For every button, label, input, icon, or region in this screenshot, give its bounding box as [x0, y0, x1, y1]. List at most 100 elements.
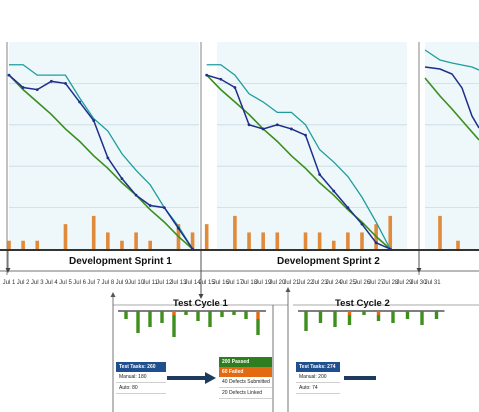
date-tick-label: Jul 28 — [382, 280, 399, 286]
date-axis: Jul 1 Jul 2 Jul 3 Jul 4 Jul 5 Jul 6 Jul 7 Jul 8… — [0, 280, 479, 294]
cycle-1-passed-bar — [148, 311, 152, 327]
date-tick-label: Jul 29 — [396, 280, 413, 286]
sprint-1-actual-point — [78, 100, 81, 104]
end-arrow-head — [416, 268, 422, 273]
cycle-2-passed-bar — [420, 311, 424, 325]
sprint-1-actual-point — [35, 88, 39, 92]
sprint-1-actual-point — [21, 86, 25, 89]
date-tick-label: Jul 25 — [339, 280, 356, 286]
cycle-2-passed-bar — [434, 311, 439, 319]
cycle-1-defects-linked: 20 Defects Linked — [219, 388, 272, 399]
plot-panel-1 — [9, 42, 199, 249]
sprint-1-defect-bar — [190, 232, 195, 249]
baseline — [0, 249, 479, 251]
sprint-2-defect-bar — [275, 232, 280, 249]
sprint-2-actual-point — [332, 189, 336, 193]
sprint-1-actual-point — [134, 193, 138, 197]
sprint-2-scope-line — [206, 64, 391, 250]
cycle-2-passed-bar — [333, 311, 337, 327]
date-tick-label: Jul 22 — [297, 280, 314, 286]
sprint-1-defect-bar — [63, 224, 68, 249]
sprint-3-actual-line — [424, 66, 479, 129]
sprint-2-actual-point — [261, 127, 265, 131]
sprint-2-defect-bar — [346, 232, 350, 249]
date-tick-label: Jul 12 — [156, 280, 173, 286]
date-tick-label: Jul 27 — [368, 280, 385, 286]
cycle-2-test-tasks: Test Tasks: 274 — [296, 362, 340, 372]
sprint-1-actual-point — [64, 82, 67, 85]
cycle-1-results-box: 200 Passed 60 Failed 40 Defects Submitte… — [219, 357, 272, 399]
date-tick-label: Jul 2 — [16, 280, 30, 286]
sprint-2-defect-bar — [204, 224, 209, 249]
date-tick-label: Jul 17 — [226, 280, 243, 286]
sprint-1-defect-bar — [106, 232, 110, 249]
cycle-1-flow-arrow-head — [205, 372, 216, 384]
cycle-1-passed-bar — [220, 311, 224, 317]
test-cycle-1-label: Test Cycle 1 — [173, 298, 228, 309]
date-tick-label: Jul 18 — [241, 280, 258, 286]
cycle-2-auto: Auto: 74 — [296, 383, 340, 394]
sprint-1-actual-point — [7, 73, 11, 77]
date-tick-label: Jul 11 — [142, 280, 158, 286]
sprint-1-ideal-line — [8, 74, 194, 250]
date-tick-label: Jul 30 — [410, 280, 427, 286]
cycle-2-failed-bar — [347, 311, 352, 315]
date-tick-label: Jul 31 — [424, 280, 441, 286]
cycle-2-passed-bar — [318, 311, 323, 323]
cycle-2-manual: Manual: 200 — [296, 372, 340, 383]
cycle-1-up-arrow — [110, 292, 116, 297]
sprint-1-actual-point — [49, 79, 53, 83]
sprint-2-actual-point — [346, 206, 350, 210]
cycle-1-passed-bar — [244, 311, 248, 319]
sprint-1-actual-point — [177, 226, 180, 230]
date-tick-label: Jul 14 — [184, 280, 201, 286]
sprint-1-defect-bar — [148, 240, 152, 249]
sprint-2-actual-point — [205, 73, 209, 77]
mid-arrow-head — [198, 294, 204, 299]
sprint-1-defect-bar — [35, 240, 40, 249]
sprint-1-defect-bar — [120, 240, 124, 249]
cycle-1-passed-bar — [196, 311, 200, 321]
sprint-2-defect-bar — [331, 240, 336, 249]
cycle-1-passed: 200 Passed — [219, 357, 272, 367]
cycle-1-test-tasks: Test Tasks: 260 — [116, 362, 166, 372]
cycle-1-passed-bar — [256, 319, 260, 335]
sprint-3-defect-bar — [438, 215, 442, 249]
sprint-3-ideal-line — [424, 77, 479, 141]
sprint-2-actual-point — [233, 86, 237, 89]
sprint-1-actual-point — [106, 156, 110, 160]
cycle-1-failed: 60 Failed — [219, 367, 272, 377]
sprint-2-actual-point — [290, 127, 293, 131]
sprint-2-actual-point — [247, 123, 251, 127]
date-tick-label: Jul 13 — [170, 280, 187, 286]
cycle-1-auto: Auto: 80 — [116, 383, 166, 394]
cycle-1-summary-box: Test Tasks: 260 Manual: 180 Auto: 80 — [116, 362, 166, 394]
start-arrow-head — [5, 268, 11, 273]
sprint-1-defect-bar — [134, 232, 138, 249]
cycle-1-passed-bar — [136, 311, 140, 333]
date-tick-label: Jul 26 — [353, 280, 371, 286]
sprint-2-defect-bar — [317, 232, 322, 249]
sprint-2-defect-bar — [303, 232, 308, 249]
date-tick-label: Jul 16 — [212, 280, 229, 286]
sprint-2-actual-point — [388, 247, 392, 251]
date-tick-label: Jul 19 — [255, 280, 272, 286]
sprint-2-actual-point — [318, 173, 322, 176]
sprint-2-defect-bar — [247, 232, 251, 249]
sprint-1-defect-bar — [91, 215, 96, 249]
date-tick-label: Jul 10 — [128, 280, 145, 286]
cycle-2-summary-box: Test Tasks: 274 Manual: 200 Auto: 74 — [296, 362, 340, 394]
test-cycle-2-label: Test Cycle 2 — [335, 298, 390, 309]
sprint-2-actual-point — [219, 77, 223, 81]
cycle-1-failed-bar — [256, 311, 260, 319]
sprint-1-actual-point — [92, 119, 96, 123]
sprint-2-defect-bar — [388, 215, 393, 249]
cycle-2-passed-bar — [347, 315, 352, 325]
date-tick-label: Jul 23 — [311, 280, 328, 286]
cycle-2-passed-bar — [362, 311, 366, 315]
cycle-2-passed-bar — [376, 315, 381, 321]
cycle-1-passed-bar — [232, 311, 236, 315]
date-tick-label: Jul 20 — [269, 280, 286, 286]
sprint-2-defect-bar — [261, 232, 265, 249]
sprint-2-actual-line — [206, 74, 391, 250]
